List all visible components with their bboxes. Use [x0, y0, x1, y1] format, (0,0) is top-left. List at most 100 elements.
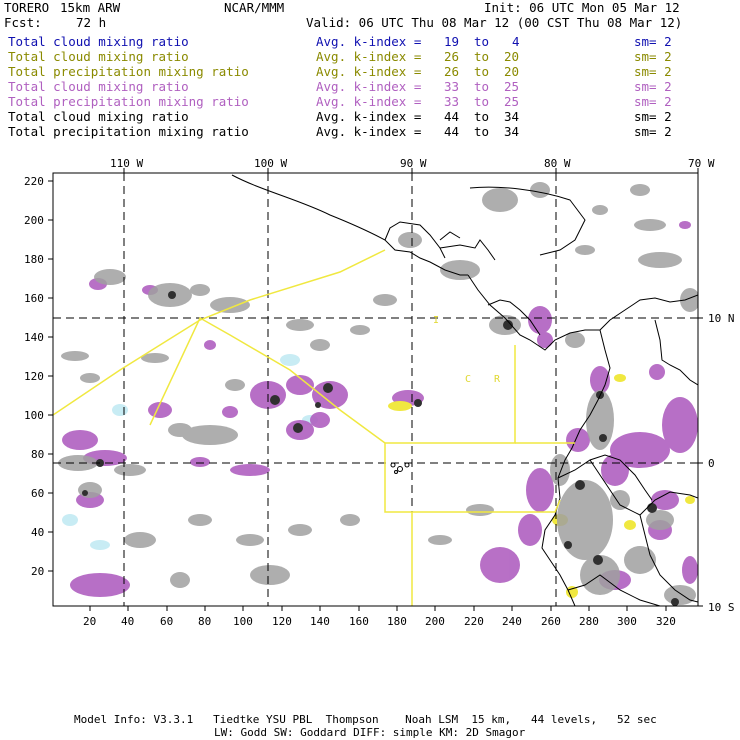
grid-y-label: 160 — [24, 292, 44, 305]
legend-field: Total cloud mixing ratio — [8, 49, 189, 64]
legend-sm: sm= 2 — [634, 49, 672, 64]
legend-hi: 26 — [444, 49, 460, 64]
map-plot-area — [53, 173, 698, 606]
legend-sm: sm= 2 — [634, 64, 672, 79]
legend-lo: 4 — [512, 34, 520, 49]
forecast-hour: 72 h — [76, 15, 107, 30]
legend-kindex: Avg. k-index = — [316, 79, 422, 94]
lon-label: 110 W — [110, 157, 144, 170]
grid-x-label: 300 — [617, 615, 637, 628]
gray-cloud-field — [58, 182, 698, 605]
legend-to: to — [474, 94, 490, 109]
model-resolution: 15km ARW — [60, 0, 121, 15]
legend-field: Total cloud mixing ratio — [8, 34, 189, 49]
grid-y-label: 100 — [24, 409, 44, 422]
grid-x-label: 220 — [464, 615, 484, 628]
grid-y-label: 120 — [24, 370, 44, 383]
map-frame — [52, 172, 699, 607]
legend-hi: 44 — [444, 124, 460, 139]
legend-lo: 20 — [504, 49, 520, 64]
region-boundaries — [53, 249, 575, 606]
legend-to: to — [474, 79, 490, 94]
grid-x-label: 280 — [579, 615, 599, 628]
legend-field: Total cloud mixing ratio — [8, 79, 189, 94]
model-info-line: Model Info: V3.3.1 Tiedtke YSU PBL Thomp… — [74, 713, 657, 726]
grid-x-label: 180 — [387, 615, 407, 628]
lon-label: 90 W — [400, 157, 427, 170]
grid-x-label: 60 — [160, 615, 174, 628]
legend-field: Total precipitation mixing ratio — [8, 94, 249, 109]
forecast-label: Fcst: — [4, 15, 42, 30]
legend-to: to — [474, 34, 490, 49]
legend-to: to — [474, 49, 490, 64]
model-name: TORERO — [4, 0, 50, 15]
legend-hi: 26 — [444, 64, 460, 79]
legend-sm: sm= 2 — [634, 79, 672, 94]
grid-x-label: 240 — [502, 615, 522, 628]
grid-y-label: 220 — [24, 175, 44, 188]
legend-field: Total precipitation mixing ratio — [8, 124, 249, 139]
legend-field: Total cloud mixing ratio — [8, 109, 189, 124]
grid-x-label: 140 — [310, 615, 330, 628]
axis-ticks — [48, 168, 703, 611]
legend-to: to — [474, 64, 490, 79]
legend-lo: 25 — [504, 79, 520, 94]
legend-to: to — [474, 124, 490, 139]
legend-sm: sm= 2 — [634, 94, 672, 109]
grid-y-label: 60 — [31, 487, 45, 500]
lat-label: 10 S — [708, 601, 735, 614]
grid-lines — [53, 173, 698, 606]
lat-label: 10 N — [708, 312, 735, 325]
grid-y-label: 200 — [24, 214, 44, 227]
map-label-i: I — [433, 315, 439, 326]
legend-sm: sm= 2 — [634, 109, 672, 124]
legend-lo: 20 — [504, 64, 520, 79]
legend-to: to — [474, 109, 490, 124]
legend-hi: 33 — [444, 79, 460, 94]
grid-x-label: 200 — [425, 615, 445, 628]
grid-x-label: 120 — [272, 615, 292, 628]
legend-hi: 19 — [444, 34, 460, 49]
lon-label: 80 W — [544, 157, 571, 170]
grid-y-label: 180 — [24, 253, 44, 266]
legend-kindex: Avg. k-index = — [316, 64, 422, 79]
organization: NCAR/MMM — [224, 0, 285, 15]
legend-sm: sm= 2 — [634, 124, 672, 139]
legend-sm: sm= 2 — [634, 34, 672, 49]
coastlines — [231, 174, 698, 606]
legend-kindex: Avg. k-index = — [316, 94, 422, 109]
grid-x-label: 320 — [656, 615, 676, 628]
map-label-c: C — [465, 374, 471, 385]
valid-time: Valid: 06 UTC Thu 08 Mar 12 (00 CST Thu … — [306, 15, 683, 30]
grid-x-label: 40 — [121, 615, 135, 628]
init-time: Init: 06 UTC Mon 05 Mar 12 — [484, 0, 680, 15]
grid-x-label: 160 — [349, 615, 369, 628]
grid-y-label: 140 — [24, 331, 44, 344]
legend-kindex: Avg. k-index = — [316, 34, 422, 49]
lon-label: 70 W — [688, 157, 715, 170]
legend-lo: 34 — [504, 109, 520, 124]
legend-lo: 34 — [504, 124, 520, 139]
grid-y-label: 40 — [31, 526, 45, 539]
legend-lo: 25 — [504, 94, 520, 109]
purple-cloud-field — [62, 221, 698, 597]
grid-x-label: 80 — [198, 615, 212, 628]
legend-field: Total precipitation mixing ratio — [8, 64, 249, 79]
grid-y-label: 80 — [31, 448, 45, 461]
map-label-r: R — [494, 374, 501, 385]
legend-kindex: Avg. k-index = — [316, 49, 422, 64]
grid-y-label: 20 — [31, 565, 45, 578]
grid-x-label: 100 — [233, 615, 253, 628]
model-physics-line: LW: Godd SW: Goddard DIFF: simple KM: 2D… — [214, 726, 526, 739]
legend-kindex: Avg. k-index = — [316, 109, 422, 124]
lat-label: 0 — [708, 457, 715, 470]
lon-label: 100 W — [254, 157, 288, 170]
legend-hi: 44 — [444, 109, 460, 124]
light-cloud-patches — [62, 354, 318, 550]
legend-kindex: Avg. k-index = — [316, 124, 422, 139]
grid-x-label: 260 — [541, 615, 561, 628]
galapagos-islands — [390, 462, 410, 474]
grid-x-label: 20 — [83, 615, 97, 628]
legend-hi: 33 — [444, 94, 460, 109]
